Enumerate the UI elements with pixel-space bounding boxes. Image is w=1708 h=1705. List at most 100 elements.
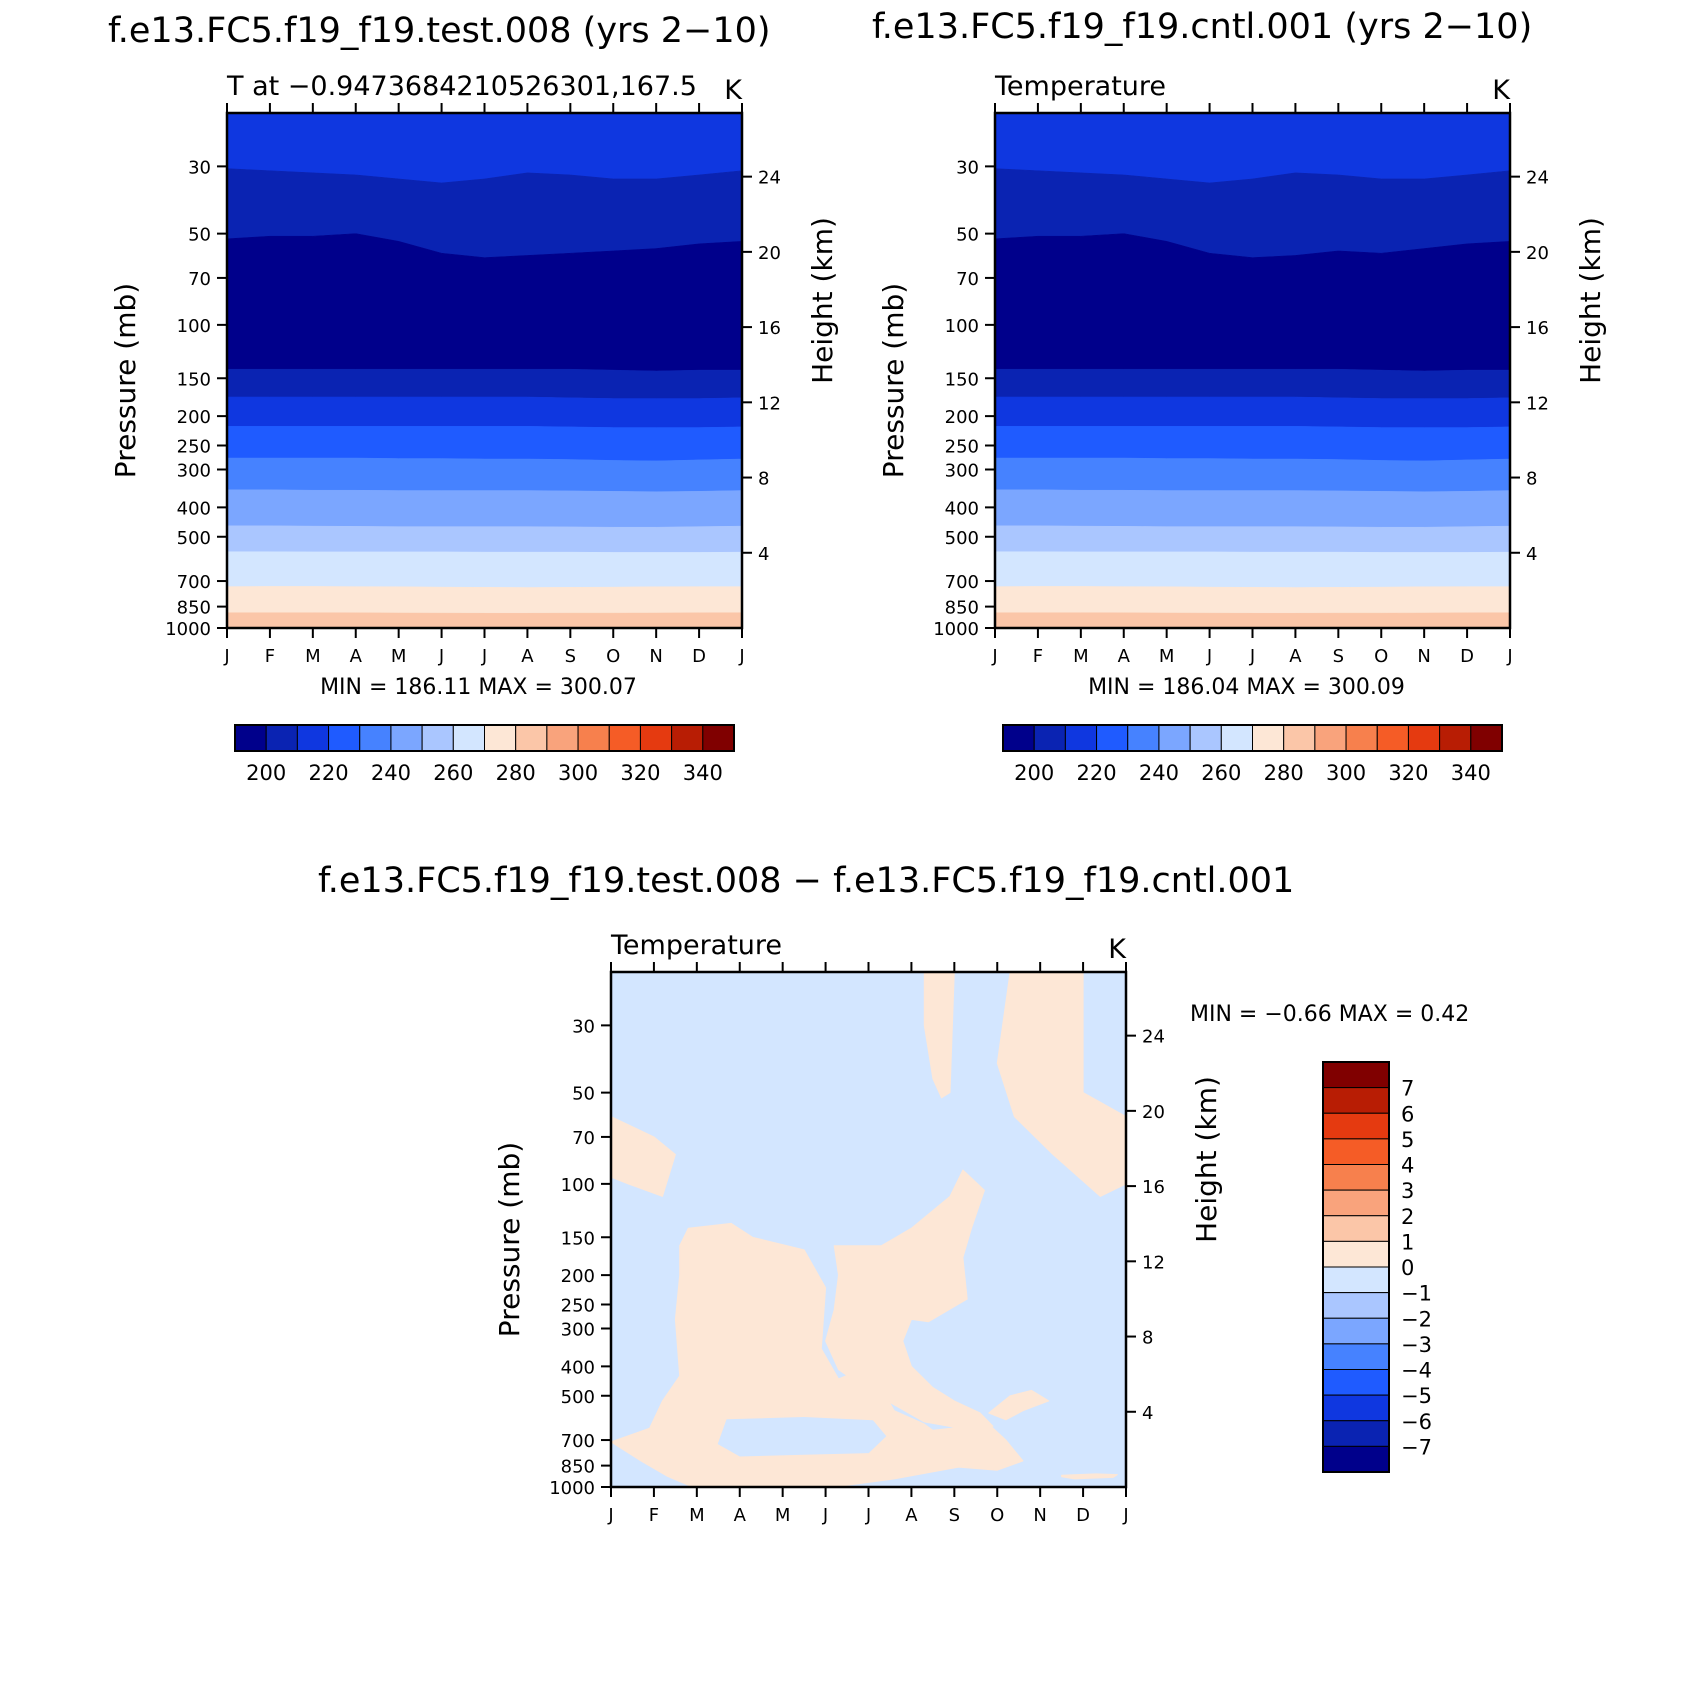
cntl-colorbar-cell [1470,724,1503,752]
diff-y-tick-label: 70 [572,1128,595,1149]
test-contour-band [226,457,743,492]
test-colorbar-label: 240 [371,761,411,785]
cntl-x-tick-label: N [1417,646,1430,667]
diff-colorbar-label: 1 [1401,1230,1414,1254]
cntl-colorbar-label: 280 [1264,761,1304,785]
cntl-min-max: MIN = 186.04 MAX = 300.09 [1088,675,1405,700]
test-colorbar-cell [234,724,267,752]
cntl-contour-band [994,612,1511,629]
test-colorbar-cell [359,724,392,752]
diff-colorbar-label: 3 [1401,1179,1414,1203]
diff-positive-region [1061,1473,1118,1480]
panel-cntl: J F M A M J J A S O N D J 30 50 70 100 150 200 250 300 400 500… [877,71,1607,785]
diff-positive-region [825,1169,994,1431]
diff-colorbar-cell [1322,1164,1390,1191]
diff-colorbar-cell [1322,1420,1390,1447]
diff-colorbar-cell [1322,1369,1390,1396]
cntl-colorbar-cell [1064,724,1098,752]
diff-positive-region [923,972,955,1099]
test-contour-band [226,396,743,428]
cntl-contour-band [994,489,1511,528]
title-diff: f.e13.FC5.f19_f19.test.008 − f.e13.FC5.f… [318,861,1294,901]
test-y-tick-label: 400 [177,498,211,519]
diff-colorbar-cell [1322,1189,1390,1217]
test-colorbar-frame [234,724,735,752]
cntl-y2-tick-label: 8 [1526,469,1537,490]
cntl-contour-band [994,396,1511,428]
diff-positive-region [611,1116,676,1197]
cntl-x-tick-label: D [1460,646,1474,667]
test-y2-axis-label: Height (km) [806,217,839,384]
cntl-contour-band [994,368,1511,399]
cntl-subtitle: Temperature [994,71,1166,102]
cntl-y-axis-label: Pressure (mb) [877,283,910,478]
diff-x-tick-label: J [822,1505,828,1526]
diff-units-label: K [1108,934,1127,965]
test-y2-tick-label: 16 [758,318,781,339]
test-contour-band [226,525,743,553]
cntl-y2-axis-label: Height (km) [1574,217,1607,384]
test-y-tick-label: 500 [177,528,211,549]
cntl-colorbar-cell [1345,724,1378,752]
test-colorbar-cell [296,724,330,752]
diff-subtitle: Temperature [610,930,782,961]
diff-colorbar-label: −3 [1401,1333,1432,1357]
diff-x-tick-label: A [734,1505,747,1526]
test-colorbar-label: 340 [683,761,723,785]
test-colorbar-cell [702,724,735,752]
cntl-y-tick-label: 300 [945,461,979,482]
test-x-tick-label: M [305,646,321,667]
cntl-colorbar-cell [1407,724,1441,752]
test-colorbar-cell [639,724,673,752]
test-x-tick-label: S [565,646,576,667]
test-y-tick-label: 850 [177,598,211,619]
diff-colorbar-cell [1322,1112,1390,1140]
test-colorbar-label: 260 [433,761,473,785]
diff-colorbar-label: −2 [1401,1307,1432,1331]
cntl-y-tick-label: 200 [945,407,979,428]
diff-colorbar-cell [1322,1292,1390,1319]
test-x-tick-label: J [481,646,487,667]
cntl-y-tick-label: 30 [956,157,979,178]
cntl-y2-tick-label: 24 [1526,168,1549,189]
cntl-y-tick-label: 1000 [933,619,979,640]
diff-x-tick-label: J [1122,1505,1128,1526]
cntl-x-tick-label: F [1033,646,1043,667]
title-test: f.e13.FC5.f19_f19.test.008 (yrs 2−10) [108,11,771,51]
test-y2-tick-label: 8 [758,469,769,490]
cntl-colorbar-label: 220 [1077,761,1117,785]
cntl-y2-tick-label: 4 [1526,544,1537,565]
test-contour-band [226,586,743,614]
cntl-colorbar-cell [1220,724,1253,752]
test-x-tick-label: J [223,646,229,667]
test-contour-band [226,368,743,399]
test-x-tick-label: J [738,646,744,667]
cntl-colorbar-cell [1283,724,1316,752]
diff-y2-tick-label: 4 [1142,1403,1153,1424]
test-y2-tick-label: 12 [758,393,781,414]
diff-colorbar-label: 7 [1401,1077,1414,1101]
cntl-y-tick-label: 100 [945,316,979,337]
title-cntl: f.e13.FC5.f19_f19.cntl.001 (yrs 2−10) [872,7,1532,47]
test-contour-band [226,612,743,629]
diff-colorbar-label: 2 [1401,1205,1414,1229]
panel-test: J F M A M J J A S O N D J 30 50 70 100 150 200 250 300 400 500… [109,71,839,785]
diff-colorbar-cell [1322,1317,1390,1345]
test-x-tick-label: J [438,646,444,667]
test-y-tick-label: 100 [177,316,211,337]
test-colorbar-cell [577,724,610,752]
cntl-x-tick-label: J [1506,646,1512,667]
cntl-colorbar-cell [1096,724,1129,752]
diff-x-tick-label: O [990,1505,1004,1526]
test-colorbar-label: 280 [496,761,536,785]
diff-y-tick-label: 850 [561,1457,595,1478]
cntl-y2-tick-label: 20 [1526,243,1549,264]
diff-x-tick-label: M [689,1505,705,1526]
diff-y2-tick-label: 8 [1142,1328,1153,1349]
test-x-tick-label: M [391,646,407,667]
test-y-tick-label: 50 [188,225,211,246]
diff-colorbar-label: 4 [1401,1154,1414,1178]
cntl-colorbar-cell [1314,724,1347,752]
test-contour-band [226,489,743,528]
test-y-tick-label: 200 [177,407,211,428]
